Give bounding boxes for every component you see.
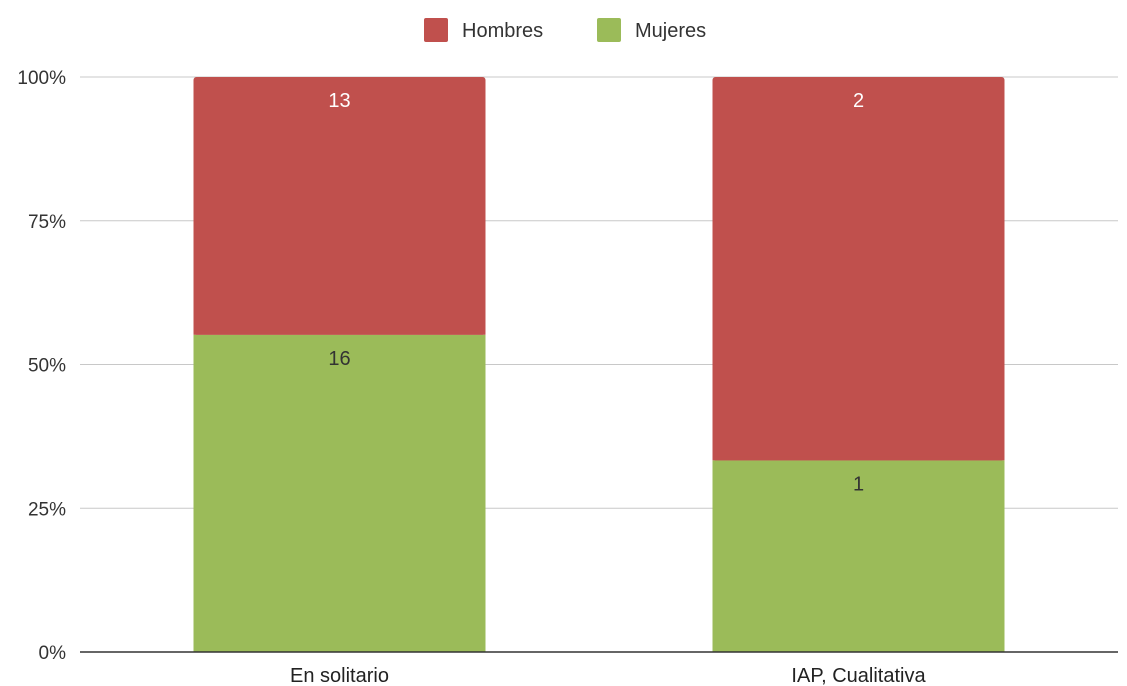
x-axis: En solitario IAP, Cualitativa [80, 651, 1118, 686]
bar-segment-mujeres[interactable] [193, 334, 486, 652]
y-tick-label: 100% [17, 68, 66, 89]
data-label: 13 [328, 90, 350, 112]
data-label: 16 [328, 348, 350, 370]
bars [193, 77, 1005, 652]
legend[interactable]: Hombres Mujeres [424, 18, 706, 42]
data-label: 2 [853, 90, 864, 112]
x-category-label: IAP, Cualitativa [791, 665, 926, 686]
x-category-label: En solitario [290, 665, 389, 686]
bar-segment-fill [712, 456, 1005, 461]
data-label: 1 [853, 473, 864, 495]
bar-segment-mujeres[interactable] [712, 460, 1005, 652]
legend-item-hombres[interactable]: Hombres [424, 18, 543, 42]
legend-label: Hombres [462, 20, 543, 42]
legend-swatch [597, 18, 621, 42]
y-axis: 0% 25% 50% 75% 100% [17, 68, 66, 664]
legend-swatch [424, 18, 448, 42]
legend-label: Mujeres [635, 20, 706, 42]
legend-item-mujeres[interactable]: Mujeres [597, 18, 706, 42]
data-labels: 16 13 1 2 [328, 90, 864, 495]
bar-segment-hombres[interactable] [193, 77, 486, 335]
bar-segment-fill [193, 330, 486, 335]
y-tick-label: 75% [28, 212, 66, 233]
y-tick-label: 25% [28, 499, 66, 520]
bar-segment-hombres[interactable] [712, 77, 1005, 461]
y-tick-label: 50% [28, 356, 66, 377]
y-tick-label: 0% [39, 643, 67, 664]
